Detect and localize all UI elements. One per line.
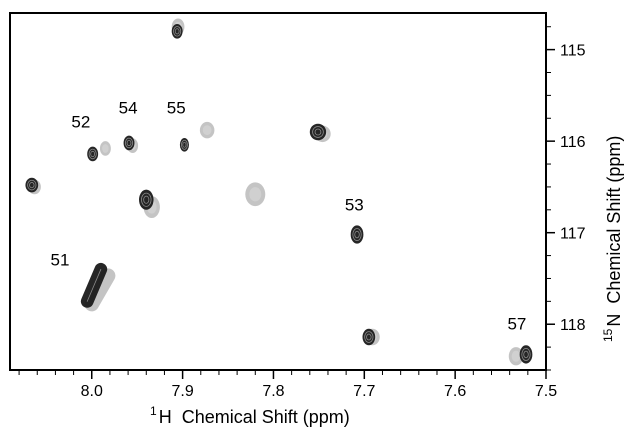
dark-peak-2 (87, 146, 99, 162)
x-axis: 8.0 7.9 7.8 7.7 7.6 7.5 (18, 370, 557, 400)
dark-peak-8 (350, 225, 364, 244)
x-tick-label-4: 7.6 (444, 383, 466, 400)
dark-peak-7 (309, 123, 327, 141)
x-tick-label-3: 7.7 (353, 383, 375, 400)
peak-label-55: 55 (167, 99, 186, 118)
peak-label-53: 53 (345, 196, 364, 215)
dark-peak-10 (519, 345, 533, 364)
x-tick-label-2: 7.8 (262, 383, 284, 400)
peak-label-57: 57 (507, 315, 526, 334)
peak-label-52: 52 (71, 112, 90, 131)
light-peak-7 (245, 182, 266, 207)
peak-labels: 52 54 55 53 51 57 (51, 99, 527, 334)
x-axis-title-text: H Chemical Shift (ppm) (159, 407, 350, 427)
y-tick-label-1: 116 (560, 134, 586, 151)
dark-peak-6 (139, 189, 154, 210)
light-spectrum-peaks (28, 18, 524, 366)
light-peak-2 (99, 141, 111, 156)
light-peak-4 (199, 121, 215, 139)
y-axis-title-text: N Chemical Shift (ppm) (604, 136, 624, 327)
peak-label-51: 51 (51, 251, 70, 270)
y-axis: 115 116 117 118 (546, 26, 586, 371)
x-tick-label-5: 7.5 (535, 383, 557, 400)
y-tick-label-2: 117 (560, 226, 586, 243)
x-tick-label-0: 8.0 (81, 383, 103, 400)
y-tick-label-3: 118 (560, 317, 586, 334)
dark-peak-5 (25, 177, 39, 193)
y-axis-title: 15N Chemical Shift (ppm) (601, 136, 624, 342)
dark-peak-streak (80, 262, 108, 308)
x-tick-label-1: 7.9 (171, 383, 193, 400)
dark-spectrum-peaks (25, 23, 533, 364)
dark-peak-1 (171, 23, 183, 39)
light-peak-10 (508, 347, 524, 366)
plot-frame (9, 12, 547, 371)
dark-peak-9 (362, 328, 376, 346)
y-axis-title-superscript: 15 (601, 328, 615, 342)
dark-peak-4 (179, 137, 189, 152)
dark-peak-3 (123, 135, 135, 151)
x-axis-title-superscript: 1 (150, 404, 157, 418)
y-tick-label-0: 115 (560, 43, 586, 60)
peak-label-54: 54 (119, 99, 138, 118)
